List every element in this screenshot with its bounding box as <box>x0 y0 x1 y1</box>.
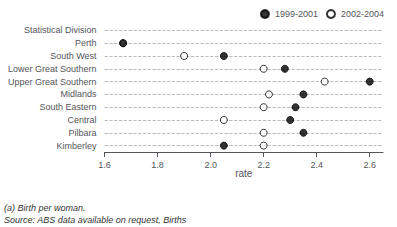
svg-text:South West: South West <box>50 51 97 61</box>
svg-text:2.2: 2.2 <box>257 160 270 170</box>
svg-text:rate: rate <box>235 168 253 179</box>
svg-text:Midlands: Midlands <box>61 89 98 99</box>
svg-text:South Eastern: South Eastern <box>40 102 97 112</box>
svg-text:1.6: 1.6 <box>98 160 111 170</box>
svg-text:Lower Great Southern: Lower Great Southern <box>8 64 97 74</box>
svg-text:1999-2001: 1999-2001 <box>275 9 318 19</box>
svg-text:1.8: 1.8 <box>151 160 164 170</box>
svg-text:Perth: Perth <box>75 38 97 48</box>
svg-text:(a) Birth per woman.: (a) Birth per woman. <box>4 203 86 213</box>
svg-text:Kimberley: Kimberley <box>57 141 98 151</box>
svg-text:2.0: 2.0 <box>204 160 217 170</box>
svg-text:Upper Great Southern: Upper Great Southern <box>8 77 97 87</box>
svg-text:Statistical Division: Statistical Division <box>24 25 97 35</box>
svg-text:Central: Central <box>68 115 97 125</box>
svg-text:2.6: 2.6 <box>363 160 376 170</box>
svg-text:Source: ABS data available on: Source: ABS data available on request, B… <box>4 215 187 225</box>
svg-text:2.4: 2.4 <box>310 160 323 170</box>
svg-text:2002-2004: 2002-2004 <box>341 9 384 19</box>
svg-text:Pilbara: Pilbara <box>69 128 97 138</box>
